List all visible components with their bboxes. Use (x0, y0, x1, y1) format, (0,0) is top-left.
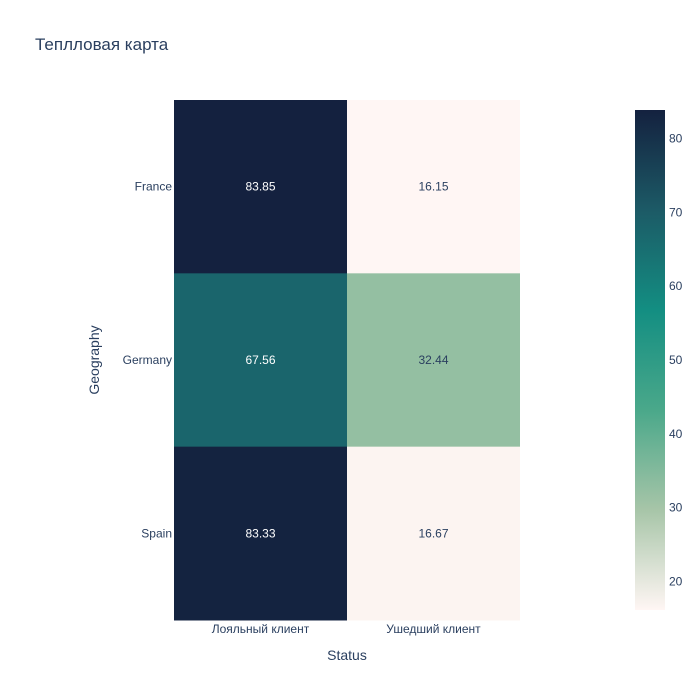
colorbar-tick-label: 70 (669, 205, 683, 219)
heatmap-cell-labels: 83.85 16.15 67.56 32.44 83.33 16.67 (245, 180, 448, 541)
heatmap-cell (174, 100, 347, 274)
y-tick-label: Germany (123, 353, 172, 367)
colorbar (635, 110, 665, 610)
cell-label: 83.85 (245, 180, 275, 194)
heatmap-cell (174, 446, 347, 621)
heatmap-cell (347, 100, 520, 274)
chart-title: Теплловая карта (35, 35, 169, 54)
cell-label: 67.56 (245, 353, 275, 367)
x-tick-label: Лояльный клиент (212, 622, 310, 636)
heatmap-cells (174, 100, 520, 621)
y-tick-label: France (135, 180, 173, 194)
colorbar-tick-label: 50 (669, 353, 683, 367)
x-axis-title: Status (327, 647, 367, 663)
heatmap-cell (174, 273, 347, 448)
colorbar-tick-label: 20 (669, 575, 683, 589)
x-axis-ticks: Лояльный клиент Ушедший клиент (212, 622, 481, 636)
x-tick-label: Ушедший клиент (386, 622, 481, 636)
cell-label: 16.15 (418, 180, 448, 194)
y-axis-title: Geography (86, 325, 102, 394)
y-axis-ticks: France Germany Spain (123, 180, 173, 541)
colorbar-tick-label: 80 (669, 131, 683, 145)
colorbar-tick-label: 60 (669, 279, 683, 293)
colorbar-tick-label: 30 (669, 501, 683, 515)
cell-label: 16.67 (418, 526, 448, 540)
cell-label: 83.33 (245, 526, 275, 540)
y-tick-label: Spain (141, 526, 172, 540)
cell-label: 32.44 (418, 353, 448, 367)
colorbar-tick-label: 40 (669, 427, 683, 441)
heatmap-cell (347, 273, 520, 448)
heatmap-cell (347, 446, 520, 621)
colorbar-ticks: 20 30 40 50 60 70 80 (669, 131, 683, 588)
